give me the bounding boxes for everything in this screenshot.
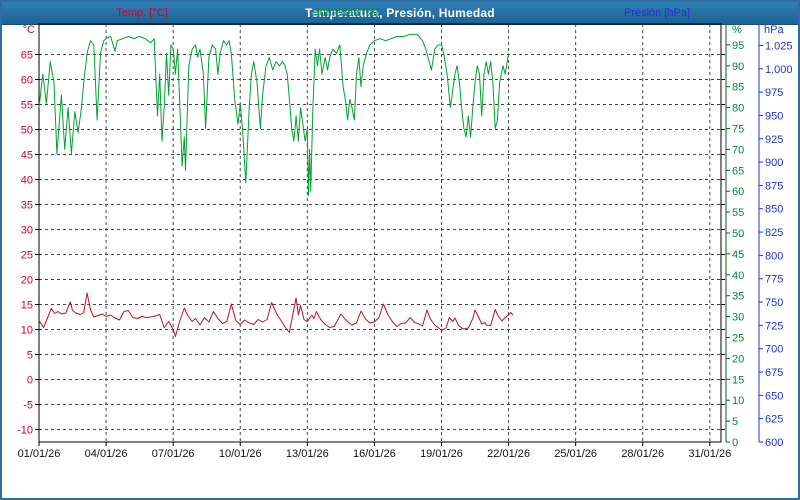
temp-tick-label: 30 bbox=[21, 225, 33, 237]
pressure-series-label: Presión [hPa] bbox=[624, 7, 690, 19]
humidity-tick-label: 30 bbox=[732, 312, 744, 324]
date-tick-label: 04/01/26 bbox=[85, 448, 128, 460]
humidity-axis: 0 5 10 15 20 25 30 35 40 45 50 55 60 65 70 75 80 85 90 95 bbox=[725, 24, 744, 449]
humidity-series-label: Humedad [%] bbox=[312, 7, 379, 19]
pressure-tick-label: 950 bbox=[765, 110, 783, 122]
pressure-tick-label: 650 bbox=[765, 390, 783, 402]
temp-tick-label: 65 bbox=[21, 50, 33, 62]
chart-canvas: Temp. [°C] Humedad [%] Presión [hPa] °C … bbox=[17, 7, 793, 460]
plot-grid bbox=[39, 24, 721, 442]
date-tick-label: 25/01/26 bbox=[554, 448, 597, 460]
pressure-tick-label: 925 bbox=[765, 134, 783, 146]
humidity-tick-label: 95 bbox=[732, 40, 744, 52]
pressure-tick-label: 850 bbox=[765, 204, 783, 216]
pressure-axis-unit: hPa bbox=[764, 24, 784, 36]
date-tick-label: 07/01/26 bbox=[152, 448, 195, 460]
date-tick-label: 16/01/26 bbox=[353, 448, 396, 460]
temp-tick-label: -5 bbox=[23, 400, 33, 412]
temp-tick-label: 40 bbox=[21, 175, 33, 187]
date-tick-label: 22/01/26 bbox=[487, 448, 530, 460]
date-tick-label: 28/01/26 bbox=[621, 448, 664, 460]
humidity-tick-label: 90 bbox=[732, 61, 744, 73]
humidity-tick-label: 15 bbox=[732, 374, 744, 386]
temp-tick-label: 35 bbox=[21, 200, 33, 212]
temp-tick-label: 15 bbox=[21, 300, 33, 312]
humidity-tick-label: 80 bbox=[732, 103, 744, 115]
date-tick-label: 19/01/26 bbox=[420, 448, 463, 460]
temp-tick-label: -10 bbox=[17, 425, 33, 437]
temp-axis: -10 -5 0 5 10 15 20 25 30 35 40 45 50 55 60 65 bbox=[17, 50, 725, 437]
humidity-axis-unit: % bbox=[732, 24, 742, 36]
temp-tick-label: 50 bbox=[21, 125, 33, 137]
pressure-tick-label: 725 bbox=[765, 320, 783, 332]
humidity-series-line bbox=[38, 33, 510, 196]
humidity-tick-label: 85 bbox=[732, 82, 744, 94]
pressure-tick-label: 1.025 bbox=[765, 40, 793, 52]
temp-series-label: Temp. [°C] bbox=[116, 7, 167, 19]
pressure-tick-label: 975 bbox=[765, 87, 783, 99]
pressure-tick-label: 625 bbox=[765, 414, 783, 426]
pressure-axis: 600 625 650 675 700 725 750 775 800 825 850 875 900 9… bbox=[758, 24, 793, 449]
humidity-tick-label: 55 bbox=[732, 207, 744, 219]
temp-tick-label: 60 bbox=[21, 75, 33, 87]
date-tick-label: 10/01/26 bbox=[219, 448, 262, 460]
temp-tick-label: 0 bbox=[27, 375, 33, 387]
window-title: Temperatura, Presión, Humedad bbox=[305, 6, 495, 20]
temp-tick-label: 20 bbox=[21, 275, 33, 287]
humidity-tick-label: 35 bbox=[732, 291, 744, 303]
humidity-tick-label: 70 bbox=[732, 144, 744, 156]
humidity-tick-label: 50 bbox=[732, 228, 744, 240]
temp-tick-label: 55 bbox=[21, 100, 33, 112]
pressure-tick-label: 600 bbox=[765, 437, 783, 449]
pressure-tick-label: 700 bbox=[765, 344, 783, 356]
pressure-tick-label: 825 bbox=[765, 227, 783, 239]
temperature-series-line bbox=[38, 292, 514, 337]
date-axis: 01/01/26 04/01/26 07/01/26 10/01/26 13/01/26… bbox=[18, 442, 731, 460]
humidity-tick-label: 65 bbox=[732, 165, 744, 177]
humidity-tick-label: 10 bbox=[732, 395, 744, 407]
humidity-tick-label: 60 bbox=[732, 186, 744, 198]
date-tick-label: 13/01/26 bbox=[286, 448, 329, 460]
humidity-tick-label: 45 bbox=[732, 249, 744, 261]
pressure-tick-label: 775 bbox=[765, 274, 783, 286]
date-tick-label: 01/01/26 bbox=[18, 448, 61, 460]
temp-tick-label: 10 bbox=[21, 325, 33, 337]
humidity-tick-label: 40 bbox=[732, 270, 744, 282]
humidity-tick-label: 5 bbox=[732, 416, 738, 428]
pressure-tick-label: 750 bbox=[765, 297, 783, 309]
humidity-tick-label: 25 bbox=[732, 333, 744, 345]
temp-tick-label: 25 bbox=[21, 250, 33, 262]
temp-tick-label: 5 bbox=[27, 350, 33, 362]
temp-tick-label: 45 bbox=[21, 150, 33, 162]
humidity-tick-label: 0 bbox=[732, 437, 738, 449]
pressure-tick-label: 675 bbox=[765, 367, 783, 379]
temp-axis-unit: °C bbox=[23, 24, 35, 36]
pressure-tick-label: 800 bbox=[765, 250, 783, 262]
humidity-tick-label: 20 bbox=[732, 353, 744, 365]
pressure-tick-label: 875 bbox=[765, 180, 783, 192]
humidity-tick-label: 75 bbox=[732, 124, 744, 136]
pressure-tick-label: 1.000 bbox=[765, 64, 793, 76]
plot-frame bbox=[38, 23, 722, 443]
date-tick-label: 31/01/26 bbox=[688, 448, 731, 460]
pressure-tick-label: 900 bbox=[765, 157, 783, 169]
